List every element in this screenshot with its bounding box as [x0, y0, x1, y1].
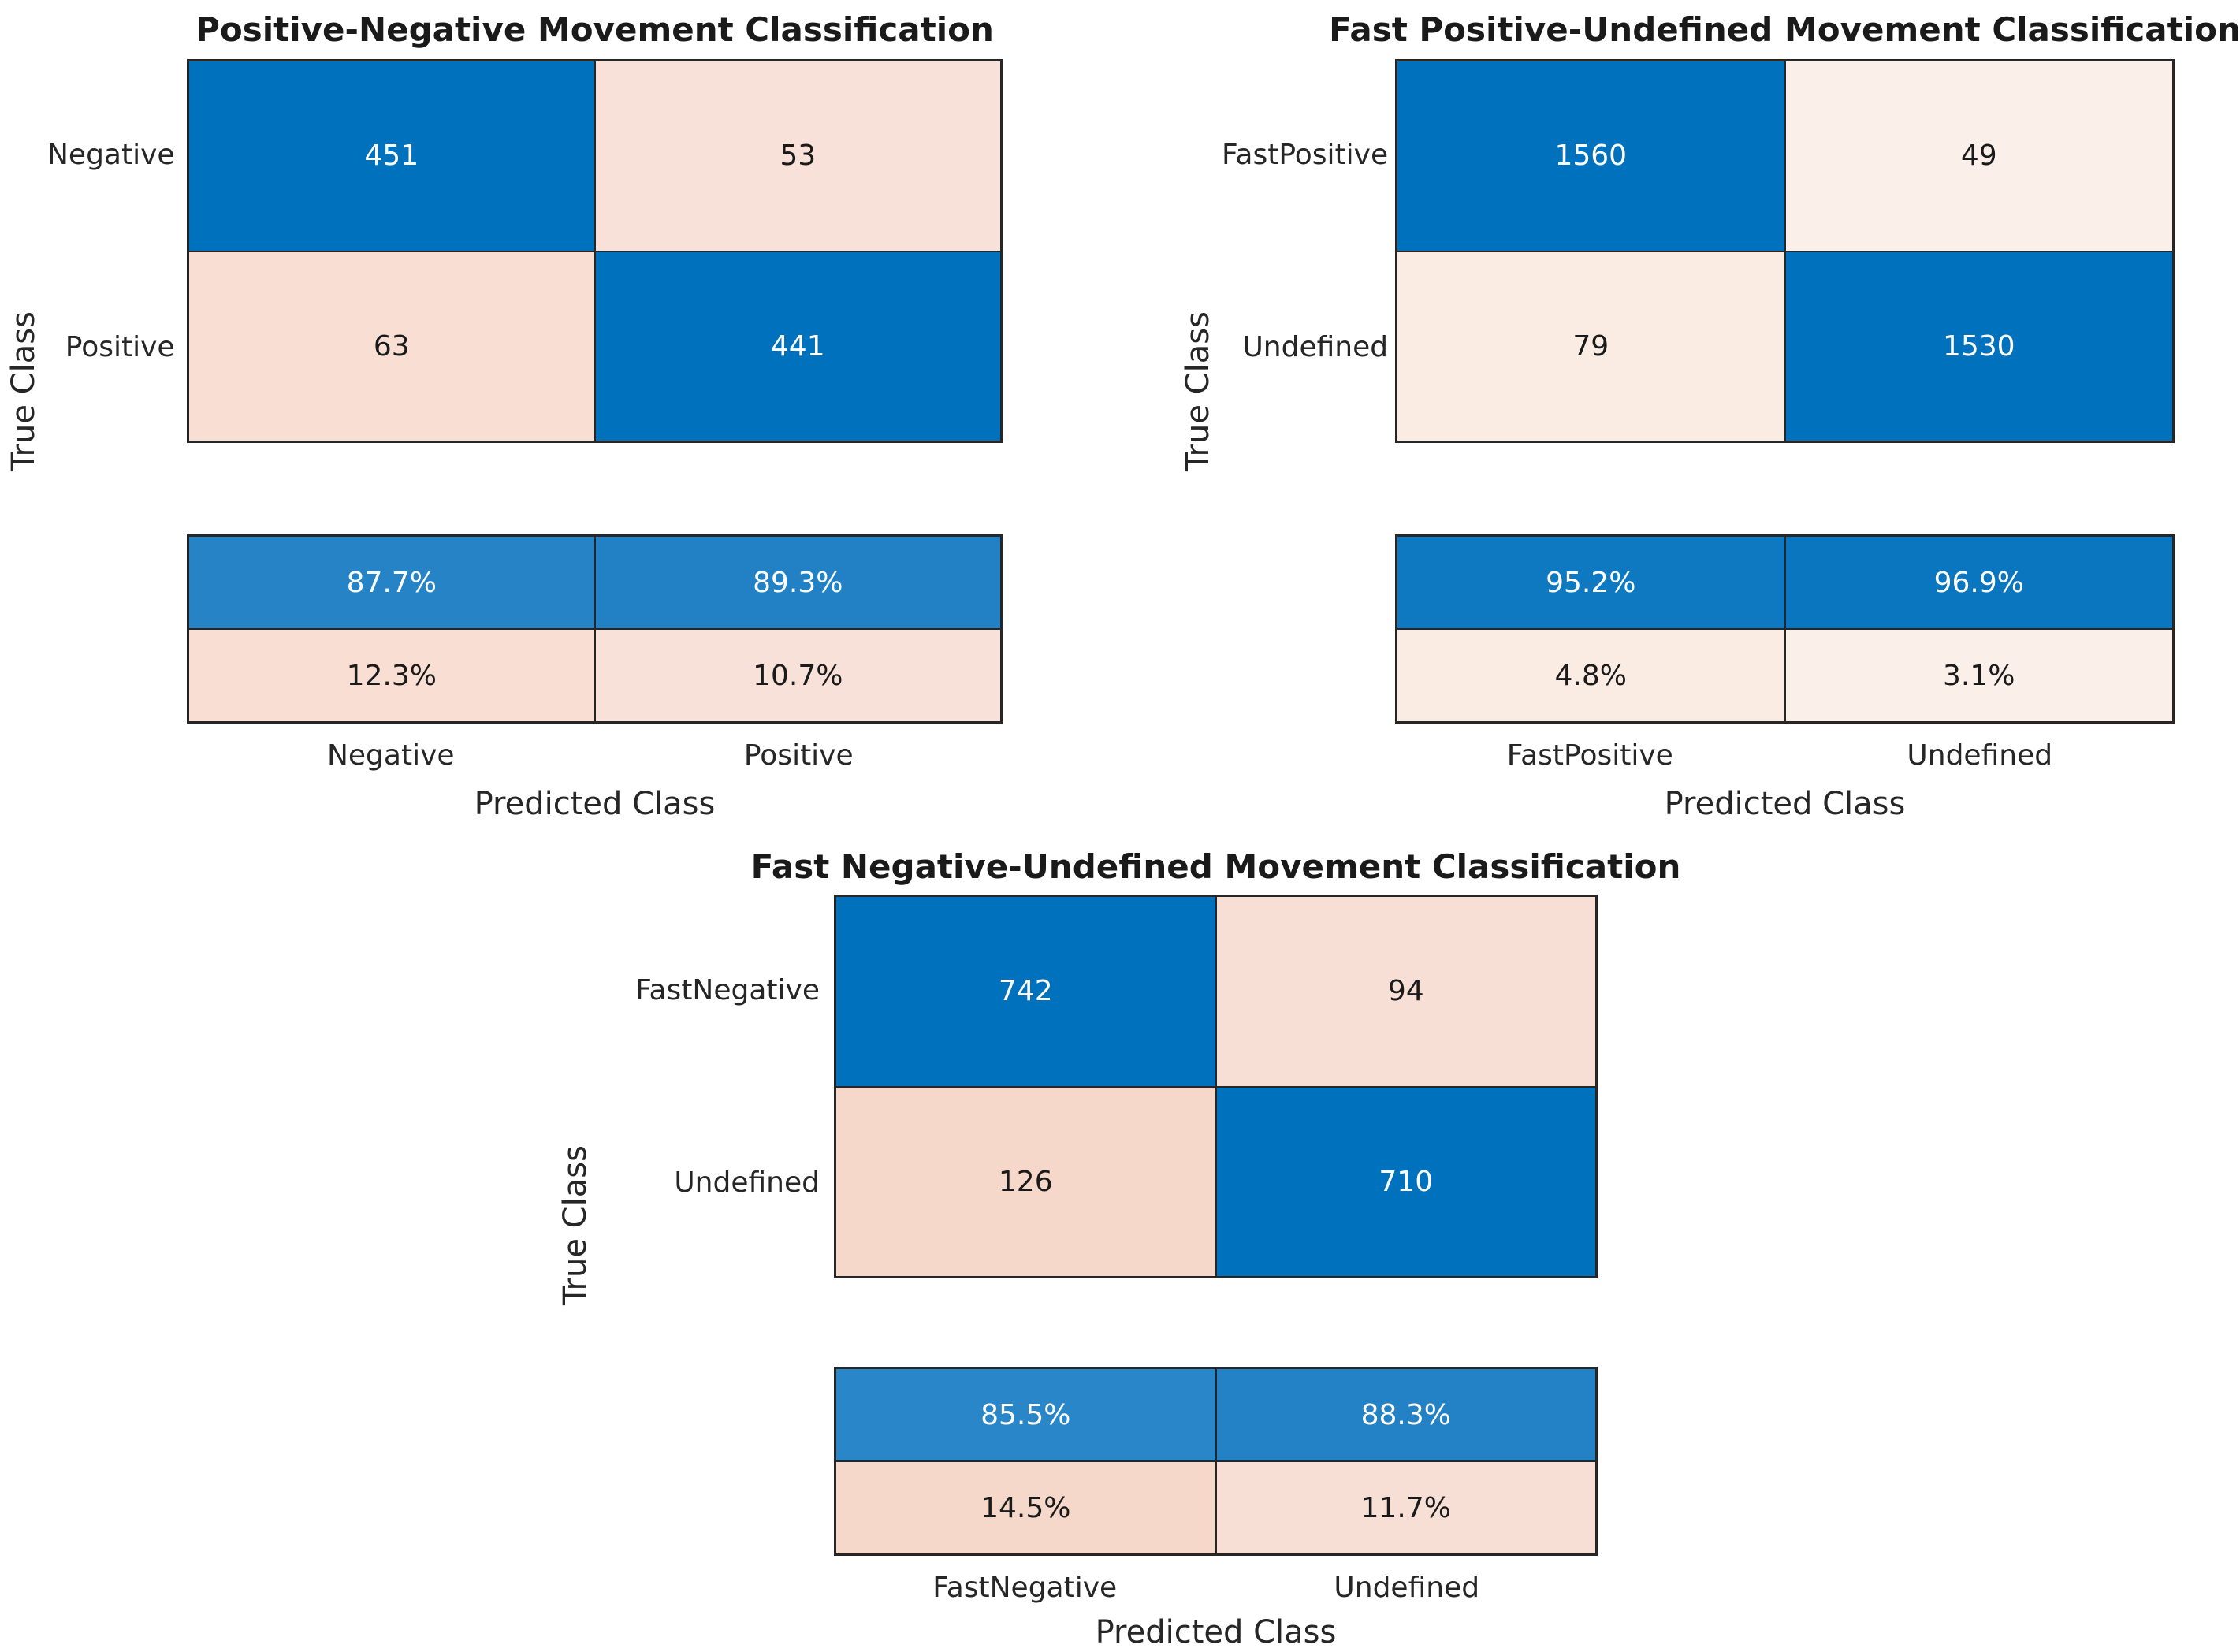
- y-tick-labels: FastNegative Undefined: [599, 895, 834, 1278]
- matrix-cell: 126: [835, 1086, 1216, 1277]
- matrix-cell: 1530: [1784, 251, 2173, 441]
- x-tick-labels: FastNegative Undefined: [834, 1556, 1598, 1613]
- matrix-cell: 1560: [1397, 61, 1785, 251]
- matrix-cell: 79: [1397, 251, 1785, 441]
- confusion-chart-fast-negative-undefined: Fast Negative-Undefined Movement Classif…: [552, 838, 1681, 1652]
- summary-cell: 3.1%: [1784, 629, 2173, 722]
- row-label: Negative: [47, 139, 175, 172]
- column-summary: 85.5% 88.3% 14.5% 11.7%: [834, 1367, 1598, 1556]
- column-label: FastNegative: [932, 1572, 1118, 1604]
- summary-cell: 10.7%: [594, 629, 1001, 722]
- matrix-cell: 53: [594, 61, 1001, 251]
- y-axis-label: True Class: [6, 311, 42, 471]
- row-label: FastNegative: [635, 974, 820, 1007]
- column-label: Positive: [743, 739, 854, 772]
- row-label: Undefined: [1242, 330, 1389, 363]
- summary-cell: 88.3%: [1215, 1368, 1596, 1461]
- matrix-cell: 441: [594, 251, 1001, 441]
- row-label: Undefined: [674, 1166, 820, 1199]
- matrix-cell: 63: [188, 251, 595, 441]
- x-tick-labels: Negative Positive: [187, 724, 1003, 783]
- summary-cell: 89.3%: [594, 536, 1001, 629]
- matrix-cell: 94: [1215, 896, 1596, 1087]
- matrix-cell: 451: [188, 61, 595, 251]
- confusion-chart-fast-positive-undefined: Fast Positive-Undefined Movement Classif…: [1174, 0, 2240, 824]
- row-label: FastPositive: [1222, 139, 1389, 172]
- x-tick-labels: FastPositive Undefined: [1395, 724, 2175, 783]
- summary-cell: 87.7%: [188, 536, 595, 629]
- column-label: Undefined: [1907, 739, 2053, 772]
- x-axis-label: Predicted Class: [1095, 1614, 1337, 1650]
- column-label: FastPositive: [1506, 739, 1673, 772]
- summary-cell: 12.3%: [188, 629, 595, 722]
- chart-title: Fast Positive-Undefined Movement Classif…: [1329, 10, 2240, 49]
- summary-cell: 95.2%: [1397, 536, 1785, 629]
- x-axis-label: Predicted Class: [1664, 786, 1906, 822]
- summary-cell: 11.7%: [1215, 1461, 1596, 1554]
- matrix-cell: 710: [1215, 1086, 1596, 1277]
- column-label: Negative: [326, 739, 455, 772]
- row-label: Positive: [65, 330, 175, 363]
- confusion-matrix: 1560 49 79 1530: [1395, 59, 2175, 443]
- column-summary: 87.7% 89.3% 12.3% 10.7%: [187, 534, 1003, 724]
- y-axis-label: True Class: [557, 1145, 593, 1305]
- matrix-cell: 49: [1784, 61, 2173, 251]
- confusion-matrix: 451 53 63 441: [187, 59, 1003, 443]
- y-tick-labels: FastPositive Undefined: [1222, 59, 1395, 443]
- y-tick-labels: Negative Positive: [47, 59, 187, 443]
- chart-title: Positive-Negative Movement Classificatio…: [195, 10, 994, 49]
- confusion-chart-positive-negative: Positive-Negative Movement Classificatio…: [0, 0, 1003, 824]
- summary-cell: 14.5%: [835, 1461, 1216, 1554]
- matrix-cell: 742: [835, 896, 1216, 1087]
- confusion-matrix: 742 94 126 710: [834, 895, 1598, 1278]
- summary-cell: 96.9%: [1784, 536, 2173, 629]
- x-axis-label: Predicted Class: [474, 786, 716, 822]
- chart-title: Fast Negative-Undefined Movement Classif…: [750, 846, 1681, 886]
- column-label: Undefined: [1334, 1572, 1480, 1604]
- y-axis-label: True Class: [1180, 311, 1216, 471]
- summary-cell: 4.8%: [1397, 629, 1785, 722]
- summary-cell: 85.5%: [835, 1368, 1216, 1461]
- column-summary: 95.2% 96.9% 4.8% 3.1%: [1395, 534, 2175, 724]
